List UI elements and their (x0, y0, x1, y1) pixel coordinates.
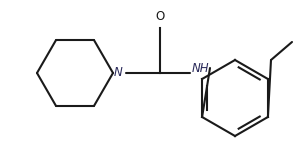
Text: N: N (114, 66, 123, 80)
Text: O: O (155, 10, 165, 23)
Text: NH: NH (192, 61, 210, 75)
